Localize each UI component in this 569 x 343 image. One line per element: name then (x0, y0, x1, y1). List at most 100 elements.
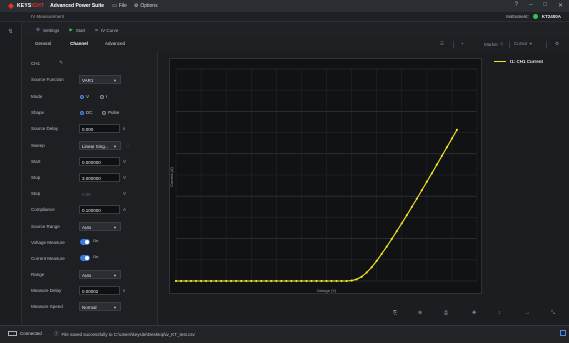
data-point (455, 128, 459, 131)
voltage-measure-label: Voltage Measure (31, 240, 65, 245)
source-range-label: Source Range (31, 224, 60, 229)
y-axis-label: Current (A) (170, 166, 174, 186)
start-input[interactable]: 0.000000 (79, 157, 120, 166)
data-point (360, 275, 363, 278)
marker-button[interactable]: Marker ◇ (484, 41, 503, 47)
usb-icon (8, 331, 17, 336)
data-point (405, 214, 408, 217)
menu-options[interactable]: ⚙ Options (134, 3, 158, 9)
compliance-unit: A (123, 207, 127, 212)
settings-button[interactable]: ⚙ Settings (36, 27, 59, 33)
legend-label: I1: CH1 Current (510, 59, 544, 64)
pan-horizontal-icon[interactable]: ↔ (525, 310, 530, 316)
connected-dot-icon (532, 14, 538, 19)
add-marker-icon[interactable]: + (461, 41, 464, 46)
minimize-button[interactable]: – (529, 2, 533, 8)
list-icon[interactable]: ☰ (440, 41, 445, 46)
iv-curve-button[interactable]: ⌗ IV Curve (95, 28, 118, 33)
source-range-select[interactable]: Auto ▼ (79, 222, 121, 231)
ch1-row: CH1 ✎ (22, 59, 158, 69)
data-point (210, 279, 213, 283)
chart-legend[interactable]: I1: CH1 Current (494, 59, 543, 64)
close-button[interactable]: ✕ (557, 3, 563, 9)
measure-speed-select[interactable]: Normal ▼ (79, 302, 121, 311)
zoom-in-icon[interactable]: ⊕ (418, 310, 423, 316)
mode-v-radio[interactable]: V (80, 94, 89, 99)
cursor-button[interactable]: Cursor ⌖ (514, 41, 532, 46)
chart-settings-icon[interactable]: ⚙ (555, 41, 560, 46)
menu-file[interactable]: ▭ File (112, 3, 127, 9)
data-point (335, 279, 338, 283)
chart-area: Voltage (V) Current (A) I1: CH1 Current (158, 51, 569, 307)
shape-label: Shape (31, 110, 45, 115)
source-delay-input[interactable]: 0.000 (79, 124, 120, 133)
source-range-row: Source Range Auto ▼ (22, 222, 158, 232)
measure-delay-row: Measure Delay 0.00002 s (22, 286, 158, 296)
shape-pulse-radio[interactable]: Pulse (102, 110, 119, 115)
chart-bottom-toolbar: ⎘ ⊕ ⎙ ✥ ↕ ↔ ⤡ (380, 307, 569, 321)
range-select[interactable]: Auto ▼ (79, 270, 121, 279)
info-icon: ⓘ (54, 331, 59, 336)
data-point (430, 172, 433, 175)
data-point (345, 279, 348, 283)
data-point (445, 146, 448, 149)
toolbar-divider (509, 41, 510, 48)
resize-icon[interactable] (560, 330, 566, 336)
data-point (310, 279, 313, 283)
pencil-icon[interactable]: ✎ (59, 60, 64, 66)
help-icon[interactable]: ? (514, 2, 518, 8)
range-label: Range (31, 272, 45, 277)
plot-area[interactable]: Voltage (V) Current (A) (169, 58, 482, 294)
options-icon: ⚙ (133, 3, 139, 9)
move-icon[interactable]: ✥ (472, 310, 477, 316)
series-line (176, 129, 458, 282)
voltage-measure-state: On (93, 238, 99, 243)
shape-row: Shape DC Pulse (22, 108, 158, 118)
mode-i-radio[interactable]: I (100, 94, 107, 99)
info-icon[interactable]: ⓘ (126, 143, 131, 148)
compliance-input[interactable]: 0.100000 (79, 205, 120, 214)
start-button[interactable]: ▶ Start (69, 27, 85, 33)
maximize-button[interactable]: □ (543, 2, 547, 8)
step-unit: V (123, 191, 127, 196)
source-function-row: Source Function VAR1 ▼ (22, 75, 158, 85)
compliance-label: Compliance (31, 207, 55, 212)
status-message: ⓘ File saved successfully to C:\Users\key… (54, 331, 195, 337)
data-point (365, 271, 368, 274)
export-icon[interactable]: ⎘ (393, 310, 398, 316)
voltage-measure-toggle[interactable] (80, 239, 90, 245)
marker-label: Marker (484, 41, 499, 47)
shape-dc-radio[interactable]: DC (80, 110, 93, 115)
data-point (350, 279, 353, 282)
tab-advanced[interactable]: Advanced (104, 41, 125, 46)
sweep-tool-icon[interactable]: ↯ (8, 29, 14, 35)
current-measure-toggle[interactable] (80, 255, 90, 261)
measure-delay-input[interactable]: 0.00002 (79, 286, 120, 295)
tab-channel[interactable]: Channel (62, 41, 96, 52)
data-point (290, 279, 293, 283)
sweep-value: Linear Sing... (82, 143, 109, 149)
data-point (325, 279, 328, 283)
tab-general[interactable]: General (34, 41, 51, 46)
pan-vertical-icon[interactable]: ↕ (498, 310, 501, 316)
autoscale-icon[interactable]: ⤡ (551, 310, 556, 316)
document-tab[interactable]: IV Measurement (31, 14, 65, 19)
data-point (280, 279, 283, 283)
chart-toolbar: ☰ + Marker ◇ Cursor ⌖ ⚙ (158, 38, 569, 51)
menu-file-label: File (118, 3, 127, 9)
instrument-status[interactable]: Instrument: KT2400A (506, 14, 561, 19)
measure-speed-value: Normal (82, 304, 97, 310)
data-point (450, 137, 454, 140)
data-point (184, 279, 188, 283)
data-point (425, 180, 428, 183)
stop-input[interactable]: 3.000000 (79, 173, 120, 182)
window-controls: ? – □ ✕ (515, 2, 563, 9)
x-axis-label: Voltage (V) (317, 288, 337, 293)
title-bar: KEYSIGHT Advanced Power Suite ▭ File ⚙ Opt… (0, 0, 569, 12)
sweep-select[interactable]: Linear Sing... ▼ (79, 141, 121, 150)
iv-curve-chart: Voltage (V) Current (A) (169, 68, 478, 293)
print-icon[interactable]: ⎙ (444, 310, 449, 316)
data-point (395, 230, 398, 233)
source-function-select[interactable]: VAR1 ▼ (79, 75, 121, 84)
source-function-value: VAR1 (82, 77, 94, 83)
